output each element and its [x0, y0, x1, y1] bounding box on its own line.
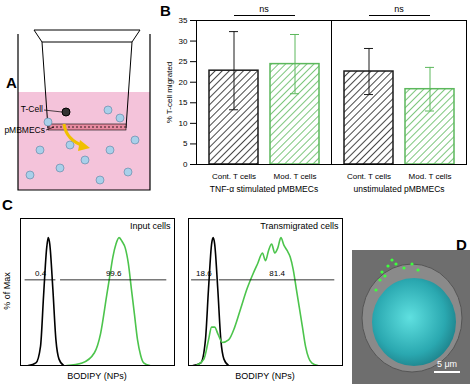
svg-text:Cont. T cells: Cont. T cells	[212, 172, 256, 181]
svg-text:30: 30	[179, 37, 188, 46]
svg-text:Input cells: Input cells	[130, 221, 171, 231]
html-text:D: D	[456, 236, 467, 253]
svg-text:ns: ns	[394, 4, 404, 14]
html-text:C: C	[2, 196, 13, 213]
svg-text:0: 0	[183, 160, 188, 169]
svg-text:10: 10	[179, 119, 188, 128]
svg-text:18.6: 18.6	[196, 269, 212, 278]
svg-text:25: 25	[179, 57, 188, 66]
svg-text:0.4: 0.4	[35, 269, 47, 278]
html-text:B: B	[160, 2, 171, 19]
svg-text:Mod. T cells: Mod. T cells	[274, 172, 317, 181]
svg-text:35: 35	[179, 16, 188, 25]
html-text:A: A	[6, 74, 17, 91]
svg-text:81.4: 81.4	[269, 269, 285, 278]
svg-text:TNF-α stimulated pMBMECs: TNF-α stimulated pMBMECs	[210, 184, 318, 194]
html-text:BODIPY (NPs): BODIPY (NPs)	[67, 371, 127, 381]
html-text:BODIPY (NPs): BODIPY (NPs)	[235, 371, 295, 381]
html-text:% of Max: % of Max	[1, 271, 11, 310]
svg-text:99.6: 99.6	[106, 269, 122, 278]
svg-text:Cont. T cells: Cont. T cells	[347, 172, 391, 181]
svg-text:T-Cell: T-Cell	[21, 104, 43, 114]
svg-text:% T-cell migrated: % T-cell migrated	[165, 62, 174, 124]
svg-text:ns: ns	[259, 4, 269, 14]
svg-text:5: 5	[183, 139, 188, 148]
svg-text:pMBMECs: pMBMECs	[4, 125, 45, 135]
svg-text:unstimulated pMBMECs: unstimulated pMBMECs	[353, 184, 444, 194]
svg-text:Mod. T cells: Mod. T cells	[409, 172, 452, 181]
svg-text:Transmigrated cells: Transmigrated cells	[260, 221, 339, 231]
svg-text:5 μm: 5 μm	[437, 359, 457, 369]
svg-text:20: 20	[179, 78, 188, 87]
svg-text:15: 15	[179, 98, 188, 107]
